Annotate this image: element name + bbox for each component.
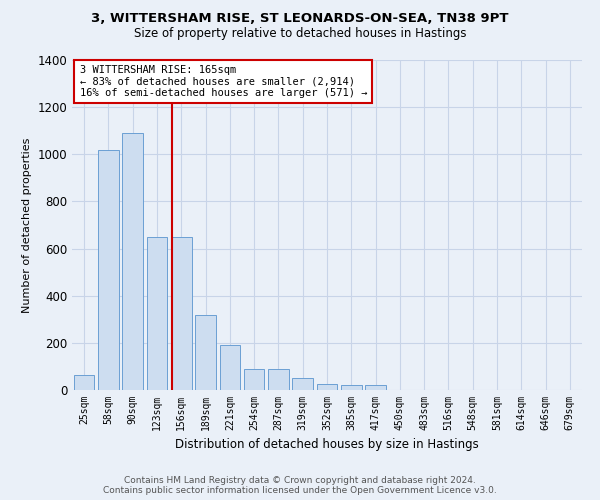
Text: 3 WITTERSHAM RISE: 165sqm
← 83% of detached houses are smaller (2,914)
16% of se: 3 WITTERSHAM RISE: 165sqm ← 83% of detac… [80,65,367,98]
Bar [341,386,362,390]
Bar [146,237,167,390]
Bar [244,369,265,390]
Bar [220,345,240,390]
Y-axis label: Number of detached properties: Number of detached properties [22,138,32,312]
Text: 3, WITTERSHAM RISE, ST LEONARDS-ON-SEA, TN38 9PT: 3, WITTERSHAM RISE, ST LEONARDS-ON-SEA, … [91,12,509,26]
Bar [74,374,94,390]
Bar [268,369,289,390]
Bar [171,237,191,390]
Bar [317,384,337,390]
X-axis label: Distribution of detached houses by size in Hastings: Distribution of detached houses by size … [175,438,479,452]
Bar [292,378,313,390]
Text: Contains HM Land Registry data © Crown copyright and database right 2024.
Contai: Contains HM Land Registry data © Crown c… [103,476,497,495]
Text: Size of property relative to detached houses in Hastings: Size of property relative to detached ho… [134,28,466,40]
Bar [365,386,386,390]
Bar [122,133,143,390]
Bar [98,150,119,390]
Bar [195,314,216,390]
